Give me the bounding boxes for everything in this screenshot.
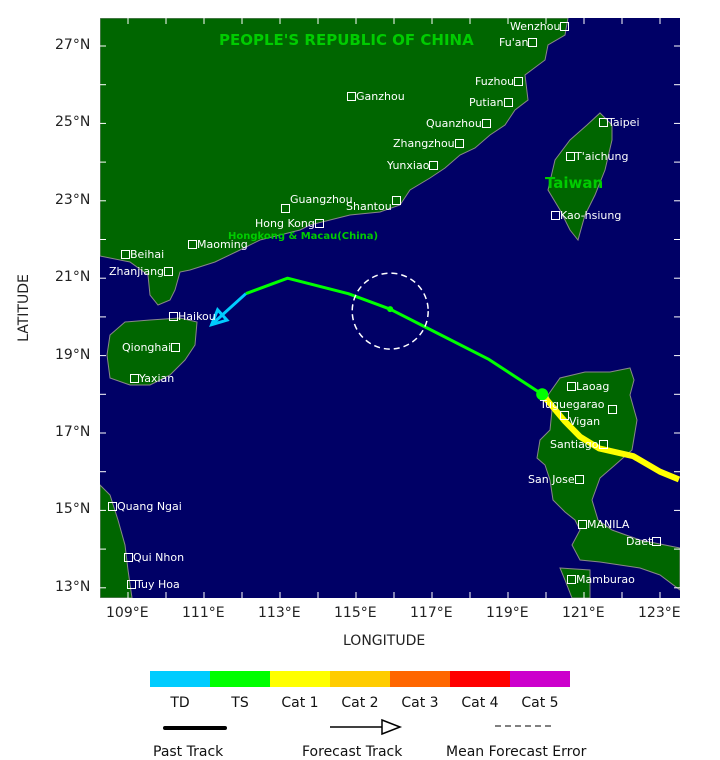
city-santiago: Santiago: [550, 439, 608, 451]
lon-tick-label: 115°E: [334, 605, 377, 621]
legend-forecast-track: Forecast Track: [302, 744, 403, 760]
lon-tick-label: 117°E: [410, 605, 453, 621]
land-china: [100, 18, 569, 306]
legend-swatch: [150, 671, 210, 687]
map-svg: [100, 18, 680, 598]
mean-error-circle: [351, 272, 429, 350]
lat-tick-label: 25°N: [55, 114, 91, 131]
x-axis-title: LONGITUDE: [343, 633, 426, 649]
lon-tick-label: 121°E: [562, 605, 605, 621]
city-fuan: Fu'an: [499, 37, 538, 49]
city-maoming: Maoming: [188, 239, 248, 251]
city-fuzhou: Fuzhou: [475, 76, 524, 88]
country-label-china: PEOPLE'S REPUBLIC OF CHINA: [219, 31, 474, 49]
lon-tick-label: 119°E: [486, 605, 529, 621]
city-qionghai: Qionghai: [122, 342, 181, 354]
land-luzon: [536, 367, 680, 591]
legend-swatch: [210, 671, 270, 687]
city-shantou: Shantou: [346, 195, 401, 213]
forecast-track-arrow-icon: [330, 718, 403, 736]
city-taichung: T'aichung: [566, 151, 629, 163]
city-taipei: Taipei: [599, 117, 640, 129]
forecast-track-td: [210, 292, 247, 326]
lon-tick-label: 111°E: [182, 605, 225, 621]
city-wenzhou: Wenzhou: [510, 21, 570, 33]
city-zhangzhou: Zhangzhou: [393, 138, 464, 150]
lat-tick-label: 23°N: [55, 191, 91, 208]
legend-category-label: TS: [231, 695, 249, 711]
legend-category-label: Cat 5: [521, 695, 559, 711]
forecast-arrow-icon: [209, 307, 230, 327]
city-yaxian: Yaxian: [130, 373, 174, 385]
lat-tick-label: 27°N: [55, 37, 91, 53]
land-hainan: [106, 317, 198, 386]
city-quanzhou: Quanzhou: [426, 118, 491, 130]
legend-category-label: Cat 2: [341, 695, 379, 711]
legend-category-label: TD: [170, 695, 190, 711]
city-haikou: Haikou: [169, 311, 216, 323]
legend-swatch: [510, 671, 570, 687]
city-vigan: Vigan: [560, 410, 600, 428]
city-quinhon: Qui Nhon: [124, 552, 184, 564]
country-label-taiwan: Taiwan: [545, 174, 604, 192]
lat-tick-label: 15°N: [55, 501, 91, 518]
lon-tick-label: 109°E: [106, 605, 149, 621]
land-vietnam: [100, 484, 133, 598]
city-beihai: Beihai: [121, 249, 164, 261]
city-yunxiao: Yunxiao: [387, 160, 439, 172]
country-label-hongkong: Hongkong & Macau(China): [228, 231, 379, 242]
city-hongkong: Hong Kong: [255, 218, 324, 230]
lat-tick-label: 21°N: [55, 269, 91, 286]
legend-category-label: Cat 3: [401, 695, 439, 711]
legend-past-track: Past Track: [153, 744, 224, 760]
city-quangngai: Quang Ngai: [108, 501, 182, 513]
legend-swatch: [450, 671, 510, 687]
legend-swatch: [390, 671, 450, 687]
lat-tick-label: 13°N: [55, 578, 91, 595]
legend-swatch: [330, 671, 390, 687]
legend-mean-forecast-error: Mean Forecast Error: [446, 744, 587, 760]
y-axis-title: LATITUDE: [15, 274, 32, 342]
city-tuyhoa: Tuy Hoa: [127, 579, 180, 591]
city-guangzhou: Guangzhou: [281, 194, 353, 213]
land-taiwan: [547, 112, 613, 242]
legend-swatch: [270, 671, 330, 687]
city-ganzhou: Ganzhou: [347, 91, 405, 103]
lat-tick-label: 17°N: [55, 424, 91, 440]
legend-symbols: [163, 718, 552, 736]
city-daet: Daet: [626, 536, 662, 548]
city-manila: MANILA: [578, 519, 629, 531]
current-position-marker: [536, 388, 549, 401]
forecast-track-ts: [245, 276, 544, 396]
map-area: PEOPLE'S REPUBLIC OF CHINA Taiwan Hongko…: [100, 18, 680, 598]
legend-category-label: Cat 4: [461, 695, 499, 711]
lat-tick-label: 19°N: [55, 346, 91, 363]
legend-category-label: Cat 1: [281, 695, 319, 711]
city-tuguegarao: Tuguegarao: [540, 399, 618, 414]
lon-tick-label: 113°E: [258, 605, 301, 621]
city-zhanjiang: Zhanjiang: [109, 266, 174, 278]
city-sanjose: San Jose: [528, 474, 584, 486]
city-mamburao: Mamburao: [567, 574, 635, 586]
forecast-point-marker: [387, 306, 394, 313]
city-putian: Putian: [469, 97, 513, 109]
city-kaohsiung: Kao-hsiung: [551, 210, 621, 222]
lon-tick-label: 123°E: [638, 605, 681, 621]
city-laoag: Laoag: [567, 381, 609, 393]
